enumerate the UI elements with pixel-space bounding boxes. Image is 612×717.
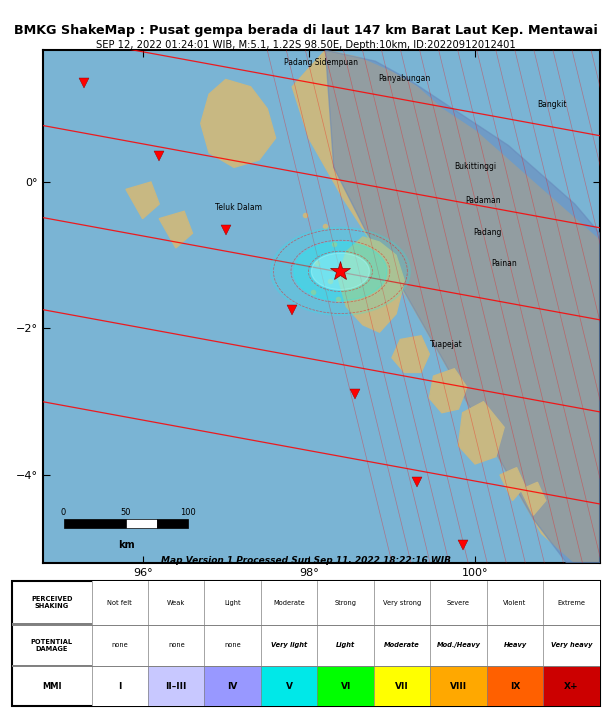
Polygon shape <box>392 336 430 372</box>
Text: II–III: II–III <box>166 682 187 690</box>
Text: Weak: Weak <box>167 599 185 606</box>
Polygon shape <box>312 253 370 290</box>
Text: Violent: Violent <box>504 599 527 606</box>
Text: Moderate: Moderate <box>274 599 305 606</box>
Bar <box>487 625 543 666</box>
Bar <box>148 625 204 666</box>
Text: Extreme: Extreme <box>558 599 586 606</box>
Text: Very light: Very light <box>271 642 307 648</box>
Text: POTENTIAL
DAMAGE: POTENTIAL DAMAGE <box>31 639 73 652</box>
Polygon shape <box>430 369 467 413</box>
Bar <box>374 666 430 706</box>
Text: V: V <box>286 682 293 690</box>
Text: Painan: Painan <box>491 260 517 268</box>
Text: none: none <box>225 642 241 648</box>
Polygon shape <box>521 483 546 516</box>
Polygon shape <box>294 242 387 300</box>
Polygon shape <box>338 237 405 332</box>
Text: Very heavy: Very heavy <box>551 642 592 648</box>
Text: Padang: Padang <box>473 228 502 237</box>
Bar <box>204 581 261 625</box>
Polygon shape <box>159 212 192 248</box>
Bar <box>204 666 261 706</box>
Text: MMI: MMI <box>42 682 62 690</box>
Text: Padang Sidempuan: Padang Sidempuan <box>285 58 358 67</box>
Bar <box>148 666 204 706</box>
Bar <box>92 666 148 706</box>
Text: Heavy: Heavy <box>504 642 527 648</box>
Bar <box>543 625 600 666</box>
Text: Light: Light <box>336 642 355 648</box>
Bar <box>64 519 126 528</box>
Bar <box>126 519 157 528</box>
Text: 50: 50 <box>121 508 131 516</box>
Bar <box>374 625 430 666</box>
Text: Bukittinggi: Bukittinggi <box>454 162 496 171</box>
Polygon shape <box>326 50 600 563</box>
Text: 100: 100 <box>181 508 196 516</box>
Bar <box>374 581 430 625</box>
Text: X+: X+ <box>564 682 579 690</box>
Polygon shape <box>458 402 504 464</box>
Text: Very strong: Very strong <box>383 599 421 606</box>
Text: VI: VI <box>340 682 351 690</box>
Text: Severe: Severe <box>447 599 470 606</box>
Polygon shape <box>126 182 159 219</box>
Text: Light: Light <box>225 599 241 606</box>
Polygon shape <box>500 467 525 500</box>
Text: SEP 12, 2022 01:24:01 WIB, M:5.1, 1.22S 98.50E, Depth:10km, ID:20220912012401: SEP 12, 2022 01:24:01 WIB, M:5.1, 1.22S … <box>96 40 516 50</box>
Polygon shape <box>271 227 410 315</box>
Text: Moderate: Moderate <box>384 642 420 648</box>
Text: VII: VII <box>395 682 409 690</box>
Text: Map Version 1 Processed Sun Sep 11, 2022 18:22:16 WIB: Map Version 1 Processed Sun Sep 11, 2022… <box>161 556 451 565</box>
Text: Mod./Heavy: Mod./Heavy <box>436 642 480 648</box>
Bar <box>430 581 487 625</box>
Text: none: none <box>168 642 185 648</box>
Bar <box>12 623 600 625</box>
Text: VIII: VIII <box>450 682 467 690</box>
Bar <box>261 625 318 666</box>
Bar <box>487 581 543 625</box>
Text: Bangkit: Bangkit <box>537 100 567 109</box>
Bar <box>430 666 487 706</box>
Bar <box>92 625 148 666</box>
Bar <box>318 666 374 706</box>
Bar <box>148 581 204 625</box>
Bar <box>157 519 188 528</box>
Text: I: I <box>118 682 121 690</box>
Text: none: none <box>111 642 128 648</box>
Text: 0: 0 <box>61 508 66 516</box>
Bar <box>261 581 318 625</box>
Text: BMKG ShakeMap : Pusat gempa berada di laut 147 km Barat Laut Kep. Mentawai: BMKG ShakeMap : Pusat gempa berada di la… <box>14 24 598 37</box>
Bar <box>543 581 600 625</box>
Text: Panyabungan: Panyabungan <box>378 74 431 83</box>
Polygon shape <box>292 50 600 563</box>
Text: IV: IV <box>228 682 238 690</box>
Text: km: km <box>118 540 134 550</box>
Bar <box>12 665 600 666</box>
Bar <box>318 625 374 666</box>
Bar <box>92 581 148 625</box>
Text: Not felt: Not felt <box>108 599 132 606</box>
Text: Tuapejat: Tuapejat <box>430 340 462 348</box>
Bar <box>430 625 487 666</box>
Text: Teluk Dalam: Teluk Dalam <box>215 203 262 212</box>
Text: PERCEIVED
SHAKING: PERCEIVED SHAKING <box>31 597 73 609</box>
Polygon shape <box>201 80 275 167</box>
Bar <box>204 625 261 666</box>
Bar <box>487 666 543 706</box>
Text: Padaman: Padaman <box>466 196 501 204</box>
Bar <box>318 581 374 625</box>
Text: Strong: Strong <box>335 599 357 606</box>
Bar <box>543 666 600 706</box>
Text: IX: IX <box>510 682 520 690</box>
Bar <box>261 666 318 706</box>
